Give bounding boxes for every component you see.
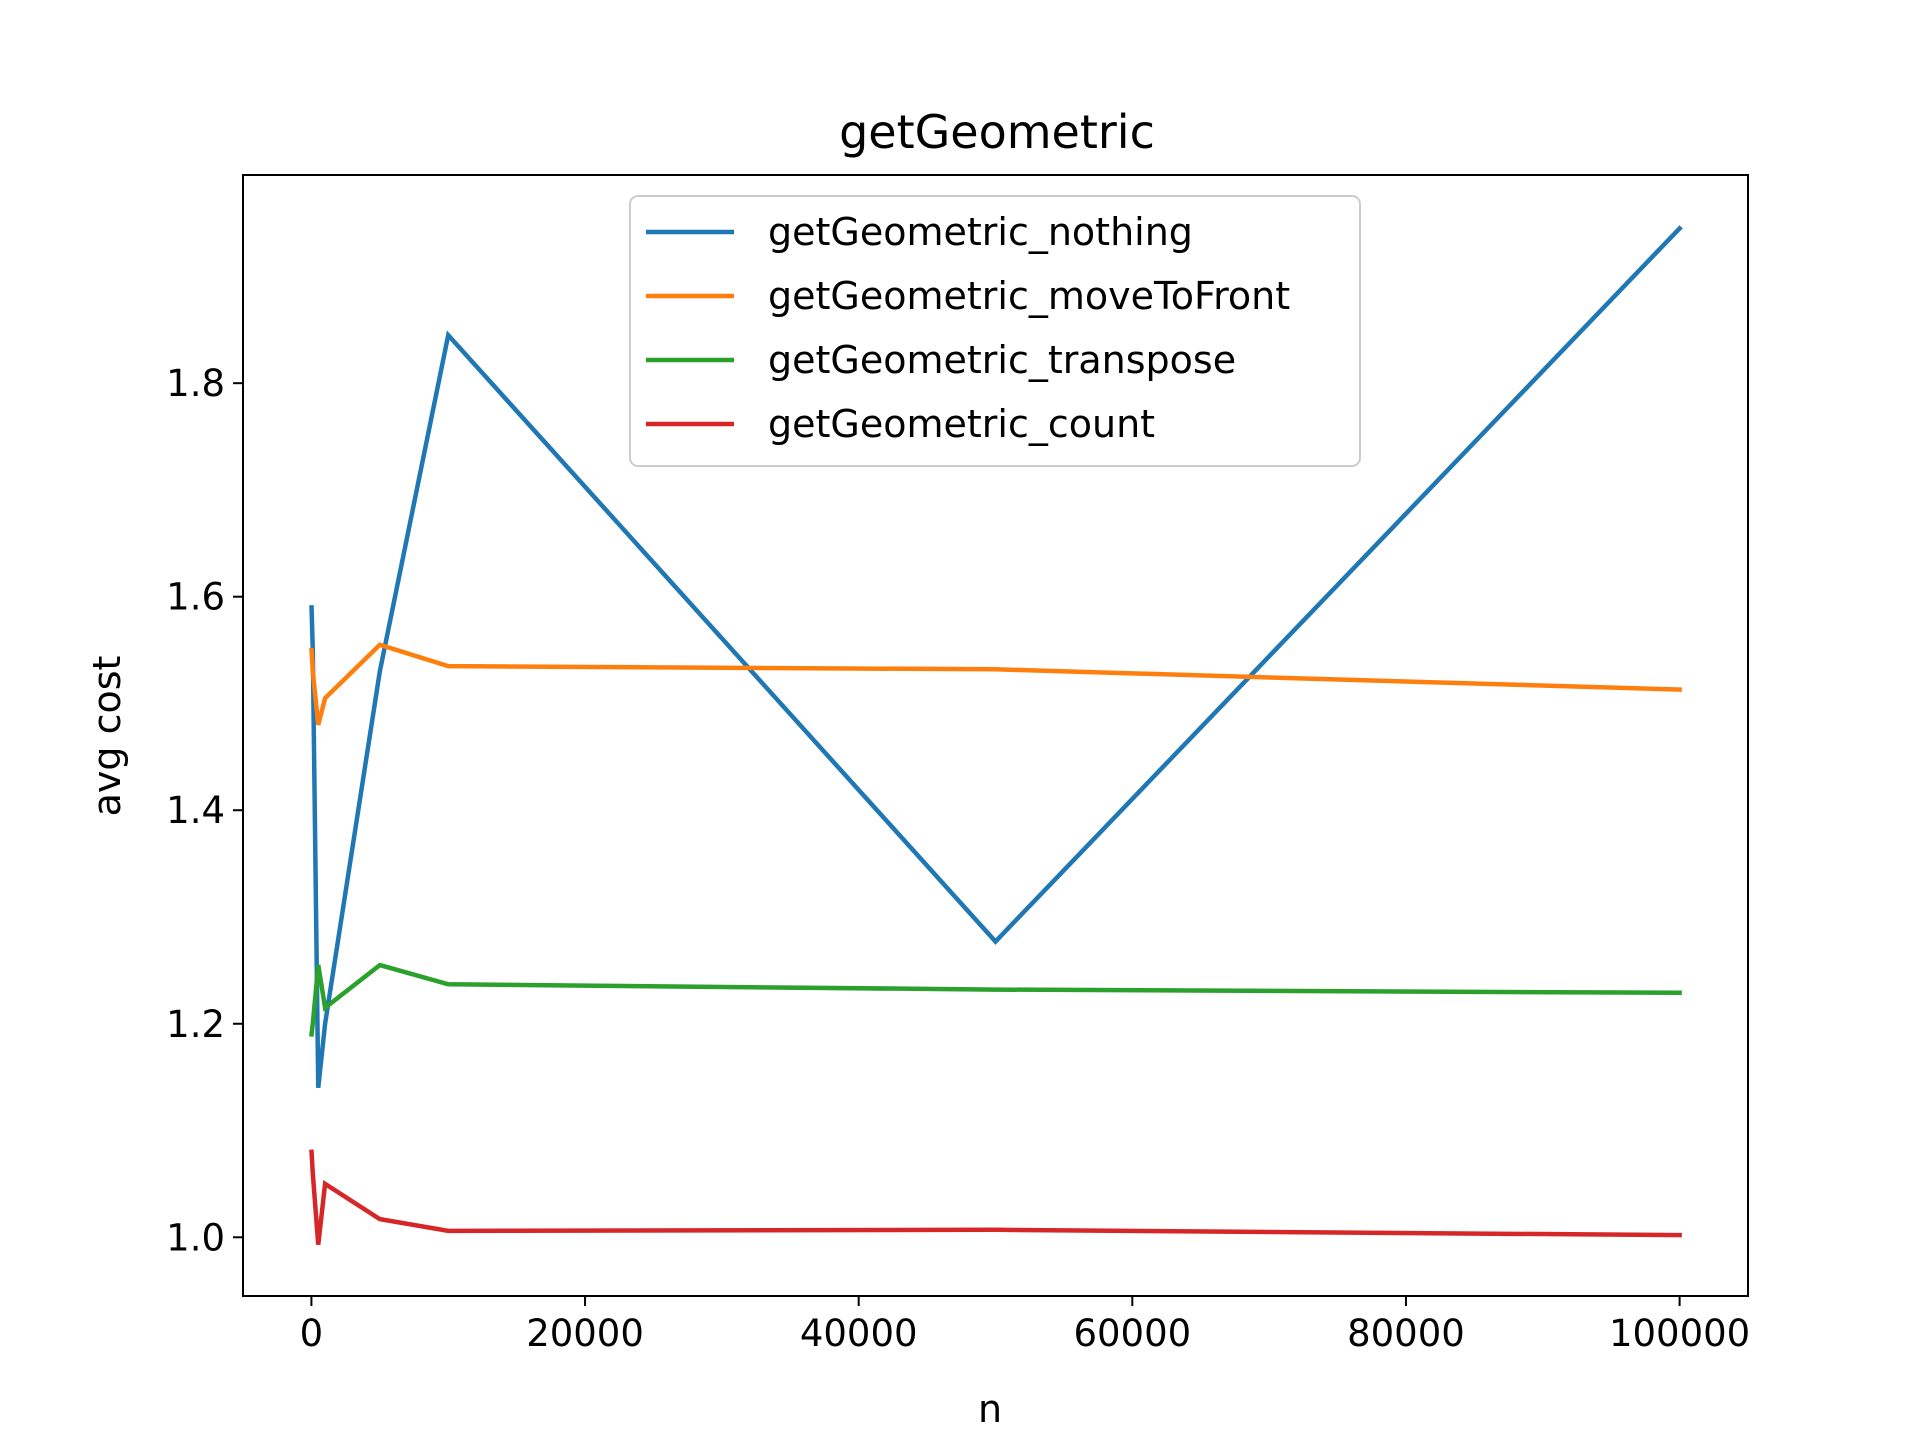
legend-box [629,195,1361,467]
y-tick-label: 1.6 [166,576,225,619]
series-line-2 [309,962,1682,1037]
legend-label: getGeometric_transpose [768,338,1236,382]
x-axis-label: n [978,1387,1002,1431]
y-tick-label: 1.4 [166,789,225,832]
x-tick-label: 20000 [526,1312,644,1355]
legend-label: getGeometric_moveToFront [768,274,1290,318]
chart-title: getGeometric [839,105,1155,159]
x-tick-label: 60000 [1073,1312,1191,1355]
series-lines [309,225,1683,1246]
legend-label: getGeometric_nothing [768,210,1193,254]
x-axis-ticks: 0 20000 40000 60000 80000 100000 [300,1296,1750,1355]
series-line-0 [309,225,1683,1089]
x-tick-label: 100000 [1609,1312,1750,1355]
series-line-3 [309,1149,1682,1246]
y-tick-label: 1.0 [166,1216,225,1259]
x-tick-label: 40000 [800,1312,918,1355]
y-axis-label: avg cost [85,656,129,817]
y-axis-ticks: 1.0 1.2 1.4 1.6 1.8 [166,362,243,1259]
x-tick-label: 0 [300,1312,324,1355]
y-tick-label: 1.2 [166,1003,225,1046]
series-line-1 [309,642,1682,726]
legend-entries: getGeometric_nothing getGeometric_moveToF… [646,210,1290,446]
y-tick-label: 1.8 [166,362,225,405]
plot-frame [242,174,1749,1297]
legend-label: getGeometric_count [768,402,1155,446]
legend: getGeometric_nothing getGeometric_moveToF… [629,195,1361,467]
x-tick-label: 80000 [1347,1312,1465,1355]
